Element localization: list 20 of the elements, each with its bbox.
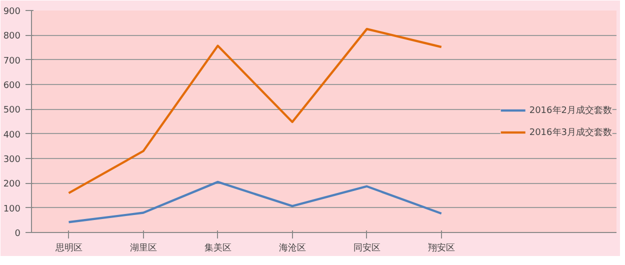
legend-label: 2016年3月成交套数 (529, 126, 612, 138)
y-tick-label: 700 (3, 56, 21, 66)
x-tick-label: 同安区 (353, 242, 380, 254)
legend-label: 2016年2月成交套数 (529, 104, 612, 116)
line-series (68, 180, 442, 224)
y-tick-label: 300 (3, 155, 21, 165)
y-tick-label: 800 (3, 32, 21, 42)
y-tick-label: 100 (3, 204, 21, 214)
y-tick-label: 200 (3, 180, 21, 190)
x-tick-label: 思明区 (54, 242, 82, 254)
x-tick-label: 集美区 (204, 242, 232, 254)
x-tick-label: 翔安区 (428, 242, 455, 254)
y-tick-label: 400 (3, 130, 21, 140)
y-tick-label: 500 (3, 106, 21, 116)
y-tick-label: 0 (14, 229, 21, 239)
x-tick-label: 湖里区 (130, 242, 157, 254)
y-tick-label: 600 (3, 81, 21, 91)
y-tick-label: 900 (3, 7, 21, 17)
x-tick-label: 海沧区 (278, 242, 306, 254)
line-series (68, 28, 442, 194)
